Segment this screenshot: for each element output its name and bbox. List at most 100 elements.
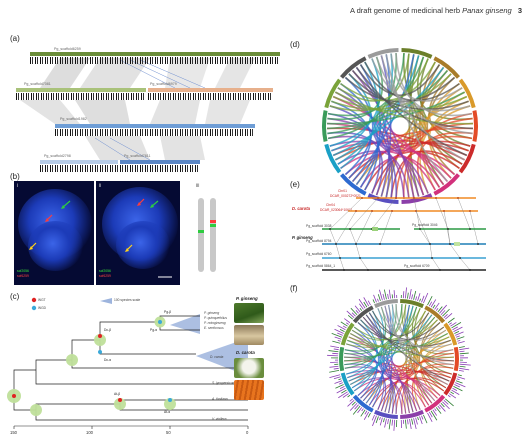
circos-histogram-bar	[427, 296, 433, 306]
ginseng-track-label: Pg_scaffold 3038	[306, 224, 332, 228]
circos-link	[345, 308, 385, 375]
circos-histogram-bar	[444, 313, 453, 320]
circos-histogram-bar	[452, 326, 458, 331]
circos-link	[365, 336, 450, 404]
event-label: Dc-β	[104, 328, 112, 332]
circos-link	[364, 61, 460, 102]
circos-link	[384, 305, 448, 386]
taxon-label: P. ginseng	[204, 311, 220, 315]
circos-link	[348, 336, 450, 349]
circos-histogram-bar	[351, 312, 356, 317]
circos-plot-paralogs	[322, 48, 478, 204]
circos-histogram-bar	[409, 288, 412, 299]
circos-link	[347, 319, 378, 379]
circos-link	[348, 314, 433, 382]
circos-histogram-bar	[459, 350, 465, 353]
circos-histogram-bar	[375, 416, 379, 424]
circos-link	[332, 95, 445, 186]
circos-histogram-bar	[349, 398, 354, 402]
fish-micrograph-ii: ii scf2056 scf6259	[96, 181, 180, 285]
circos-histogram-bar	[455, 380, 463, 384]
taxon-label: E. senticosus	[204, 326, 224, 330]
header-prefix: A draft genome of medicinal herb	[349, 6, 461, 15]
circos-histogram-bar	[340, 321, 348, 327]
track-label: Pg_scaffold6259	[54, 47, 81, 51]
carrot-flower-photo	[234, 358, 264, 378]
circos-link	[406, 304, 433, 404]
event-label: Dc-α	[104, 358, 112, 362]
circos-histogram-bar	[443, 313, 448, 318]
scaffold-bar	[30, 52, 280, 56]
circos-link	[416, 56, 473, 121]
circos-plot-comparative	[327, 287, 471, 431]
circos-histogram-bar	[450, 391, 455, 395]
circos-histogram-bar	[447, 394, 451, 398]
circos-segment	[324, 143, 342, 174]
circos-histogram-bar	[457, 376, 466, 380]
circos-link	[357, 322, 380, 396]
circos-link	[332, 66, 445, 157]
circos-link	[355, 66, 391, 198]
circos-histogram-bar	[451, 389, 460, 395]
circos-link	[395, 135, 473, 199]
circos-segment	[340, 372, 355, 396]
circos-histogram-bar	[347, 315, 354, 320]
panel-label-b: (b)	[10, 172, 20, 181]
circos-link	[409, 66, 445, 198]
circos-link	[377, 308, 453, 348]
circos-histogram-bar	[454, 331, 460, 334]
coverage-histogram	[120, 165, 200, 172]
circos-histogram-bar	[435, 308, 439, 311]
circos-histogram-bar	[407, 292, 409, 299]
circos-histogram-bar	[335, 384, 344, 389]
coverage-histogram	[16, 93, 146, 100]
panel-label-f: (f)	[290, 284, 298, 293]
circos-histogram-bar	[430, 299, 437, 308]
circos-link	[348, 369, 450, 382]
circos-histogram-bar	[379, 417, 383, 426]
probe-green-label: scf2056	[17, 269, 29, 273]
circos-link	[368, 381, 430, 406]
ginseng-track-label: Pg_scaffold 3046	[412, 223, 438, 227]
circos-link	[334, 91, 473, 125]
circos-link	[329, 58, 381, 147]
circos-link	[340, 150, 436, 191]
circos-link	[344, 332, 448, 358]
circos-link	[344, 363, 387, 412]
circos-histogram-bar	[456, 336, 465, 340]
circos-link	[350, 332, 414, 413]
circos-histogram-bar	[379, 289, 383, 301]
circos-histogram-bar	[367, 412, 371, 418]
scaffold-bar	[40, 160, 118, 164]
circos-histogram-bar	[342, 325, 347, 329]
circos-histogram-bar	[328, 350, 339, 353]
circos-segment	[400, 409, 424, 419]
circos-link	[395, 366, 454, 414]
circos-histogram-bar	[379, 416, 381, 421]
circos-histogram-bar	[358, 298, 366, 309]
taxon-label: V. vinifera	[212, 417, 227, 421]
circos-link	[347, 339, 378, 399]
legend-scale: 100 species scale	[114, 298, 141, 302]
circos-link	[337, 53, 410, 102]
circos-histogram-bar	[457, 339, 461, 342]
circos-link	[355, 54, 391, 186]
circos-link	[327, 69, 449, 130]
circos-histogram-bar	[332, 352, 339, 355]
scaffold-bar	[16, 88, 146, 92]
circos-link	[384, 305, 393, 413]
circos-histogram-bar	[455, 331, 464, 336]
circos-histogram-bar	[334, 336, 342, 340]
circos-link	[426, 76, 456, 176]
circos-histogram-bar	[333, 367, 339, 370]
circos-link	[365, 314, 392, 414]
circos-histogram-bar	[383, 289, 387, 300]
carrot-label: D. carota	[292, 206, 310, 211]
circos-histogram-bar	[440, 403, 445, 408]
circos-link	[344, 316, 436, 362]
circos-link	[385, 69, 449, 198]
circos-link	[344, 360, 448, 386]
circos-histogram-bar	[329, 369, 340, 373]
circos-histogram-bar	[329, 365, 339, 368]
